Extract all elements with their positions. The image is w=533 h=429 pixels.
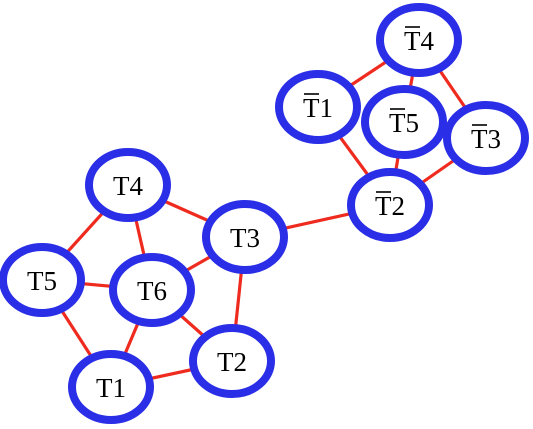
node-label: T3 (230, 223, 260, 253)
node-label: T5 (389, 108, 419, 138)
node-label: T6 (137, 276, 167, 306)
node-left-t2: T2 (189, 324, 275, 398)
node-left-t6: T6 (109, 253, 195, 327)
node-left-t3: T3 (202, 200, 288, 274)
node-label: T1 (303, 93, 333, 123)
node-ellipse (85, 148, 171, 222)
node-ellipse (275, 70, 361, 144)
node-label: T2 (375, 191, 405, 221)
node-left-t1: T1 (68, 350, 154, 424)
node-ellipse (189, 324, 275, 398)
node-label: T5 (27, 266, 57, 296)
node-right-t2: T2 (347, 168, 433, 242)
node-label: T4 (113, 171, 143, 201)
node-right-t5: T5 (361, 85, 447, 159)
node-ellipse (68, 350, 154, 424)
nodes-layer: T4 T3 T5 T6 T2 T1 T4 T1 T5 T3 T2 (0, 3, 529, 424)
node-right-t4: T4 (376, 3, 462, 77)
node-ellipse (347, 168, 433, 242)
node-label: T4 (404, 26, 434, 56)
node-ellipse (443, 101, 529, 175)
node-ellipse (202, 200, 288, 274)
node-label: T2 (217, 347, 247, 377)
node-right-t1: T1 (275, 70, 361, 144)
node-label: T1 (96, 373, 126, 403)
node-left-t4: T4 (85, 148, 171, 222)
node-ellipse (361, 85, 447, 159)
node-label: T3 (471, 124, 501, 154)
node-right-t3: T3 (443, 101, 529, 175)
node-ellipse (376, 3, 462, 77)
node-left-t5: T5 (0, 243, 85, 317)
node-ellipse (0, 243, 85, 317)
node-ellipse (109, 253, 195, 327)
